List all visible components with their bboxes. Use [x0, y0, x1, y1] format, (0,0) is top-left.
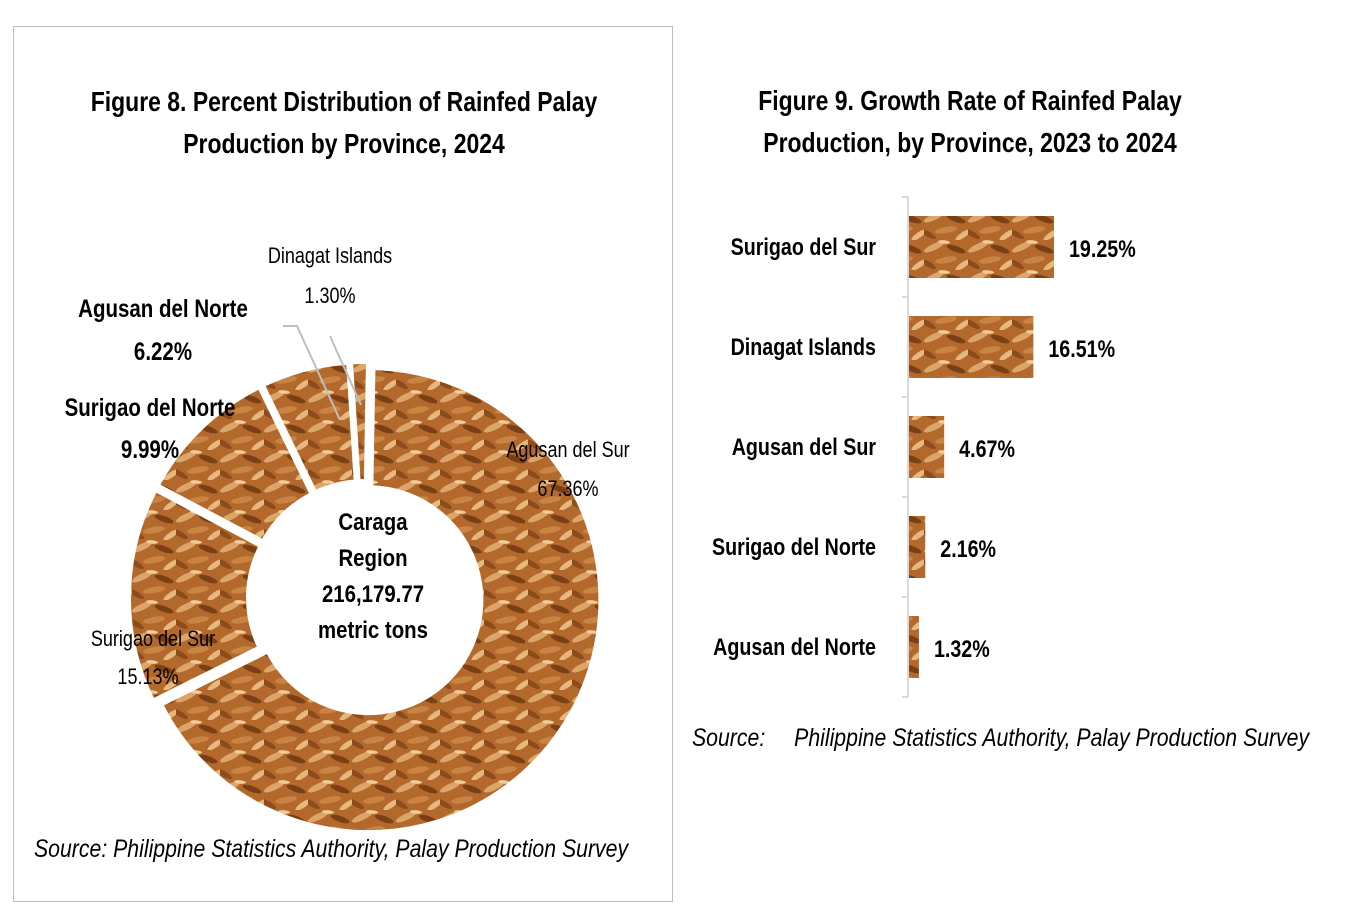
pie-value-label: 6.22%	[134, 337, 192, 365]
pie-slice-surigao-del-sur	[125, 484, 267, 706]
bar-surigao-del-norte	[909, 516, 926, 578]
bar-dinagat-islands	[909, 316, 1034, 378]
figure-8-title: Figure 8. Percent Distribution of Rainfe…	[73, 81, 614, 165]
bar-category-label: Dinagat Islands	[731, 333, 876, 360]
figure-9-title-line-2: Production, by Province, 2023 to 2024	[763, 127, 1177, 158]
figure-8-title-line-2: Production by Province, 2024	[183, 128, 505, 159]
pie-slice-agusan-del-sur	[155, 364, 605, 837]
donut-chart: Agusan del Sur 67.36% Surigao del Sur 15.13…	[65, 244, 630, 837]
figure-9-title-line-1: Figure 9. Growth Rate of Rainfed Palay	[758, 85, 1182, 116]
center-label-line: Caraga	[338, 508, 408, 535]
pie-category-label: Agusan del Norte	[78, 294, 248, 322]
bar-category-label: Surigao del Norte	[712, 533, 876, 560]
bar-chart: Surigao del Sur 19.25% Dinagat Islands 16.5…	[712, 196, 1136, 698]
bar-category-label: Agusan del Norte	[713, 633, 876, 660]
pie-category-label: Agusan del Sur	[506, 438, 630, 462]
figure-8-panel: Figure 8. Percent Distribution of Rainfe…	[13, 26, 673, 902]
bar-value-label: 19.25%	[1069, 235, 1136, 262]
bar-value-label: 4.67%	[959, 435, 1015, 462]
figure-8-source: Source: Philippine Statistics Authority,…	[34, 835, 629, 863]
figure-9-title: Figure 9. Growth Rate of Rainfed Palay P…	[732, 80, 1208, 164]
center-label-line: metric tons	[318, 616, 428, 643]
bar-agusan-del-sur	[909, 416, 945, 478]
bar-category-label: Surigao del Sur	[731, 233, 877, 260]
bar-value-label: 16.51%	[1048, 335, 1115, 362]
figure-9-source-text: Philippine Statistics Authority, Palay P…	[794, 724, 1310, 752]
leader-line	[329, 335, 362, 406]
pie-value-label: 9.99%	[121, 435, 179, 463]
pie-value-label: 15.13%	[117, 665, 178, 689]
figure-9-source: Source: Philippine Statistics Authority, …	[692, 724, 1309, 753]
pie-value-label: 1.30%	[304, 284, 355, 308]
pie-value-label: 67.36%	[537, 477, 598, 501]
bar-value-label: 2.16%	[940, 535, 996, 562]
bar-surigao-del-sur	[909, 216, 1054, 278]
leader-line	[283, 325, 341, 421]
center-label-line: 216,179.77	[322, 580, 424, 607]
figure-9-source-prefix: Source:	[692, 724, 766, 752]
bar-value-label: 1.32%	[934, 635, 990, 662]
pie-category-label: Surigao del Sur	[91, 627, 216, 651]
bar-agusan-del-norte	[909, 616, 919, 678]
pie-category-label: Surigao del Norte	[65, 393, 236, 421]
figure-8-title-line-1: Figure 8. Percent Distribution of Rainfe…	[90, 86, 598, 117]
bar-category-label: Agusan del Sur	[732, 433, 877, 460]
center-label-line: Region	[338, 544, 407, 571]
pie-category-label: Dinagat Islands	[268, 244, 392, 268]
